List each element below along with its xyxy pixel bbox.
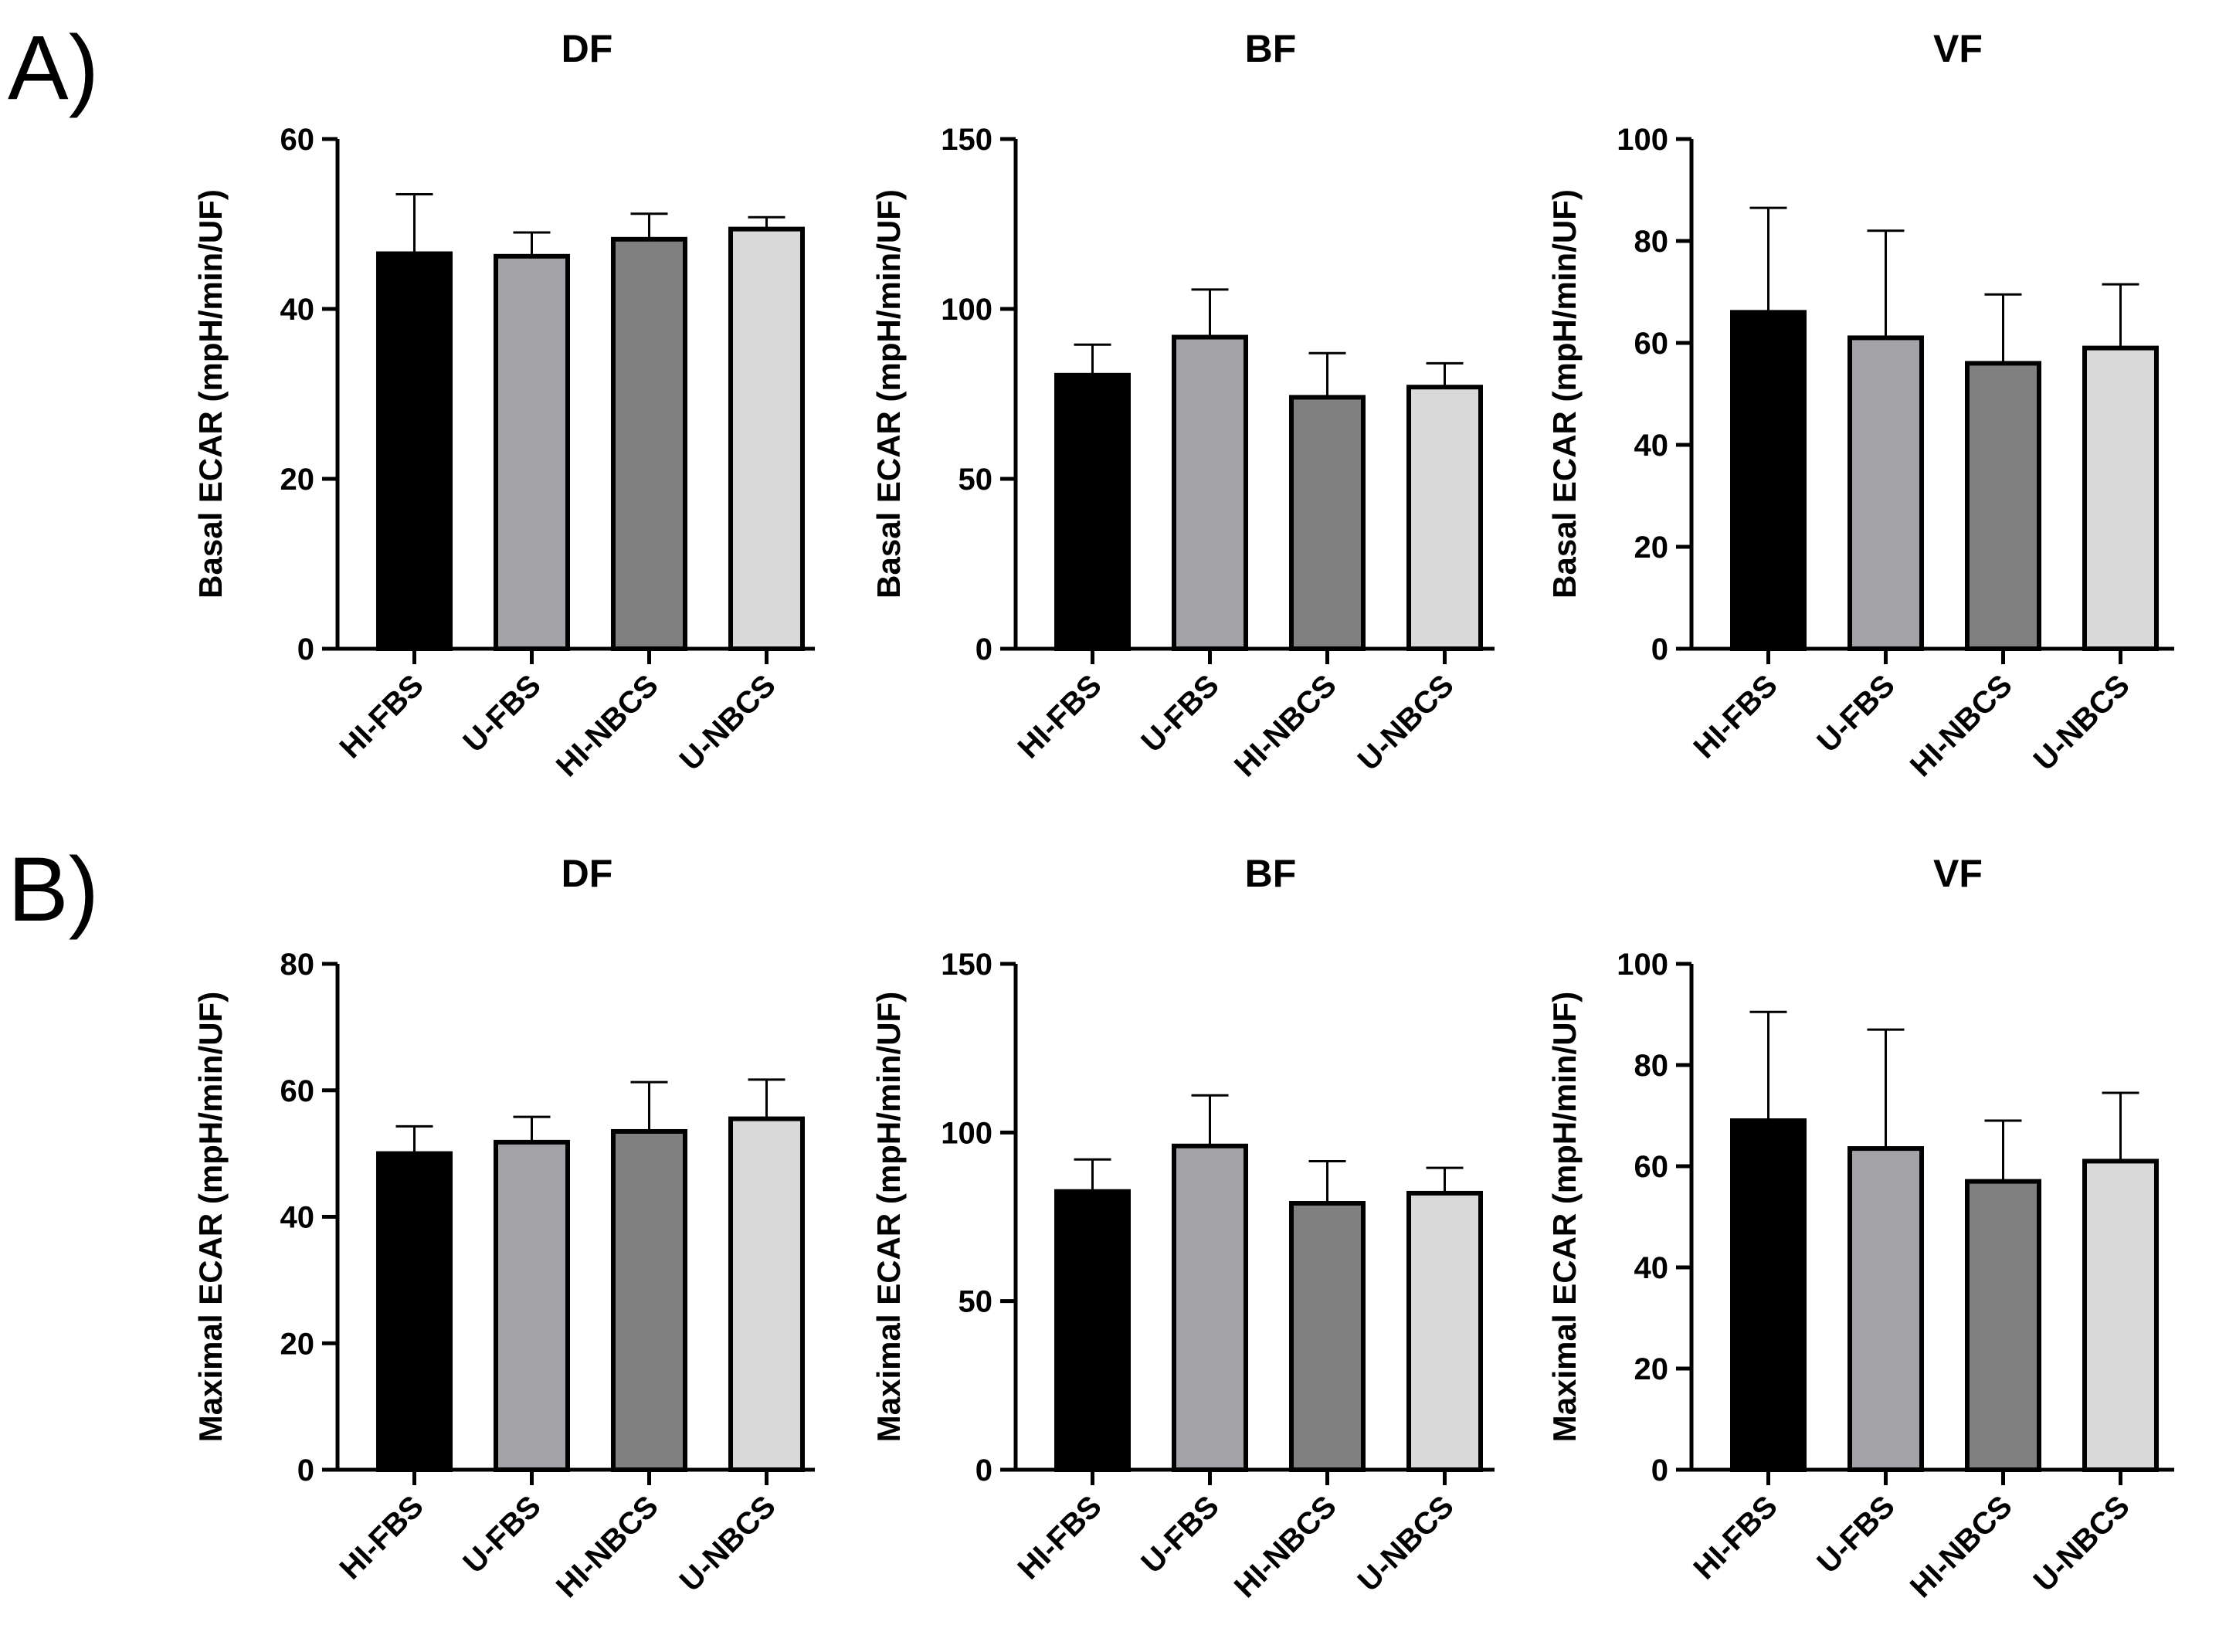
y-tick-label: 20 [280,463,315,497]
x-tick-label: U-NBCS [1352,1489,1461,1598]
y-tick-label: 80 [1634,225,1669,259]
chart-b-df: DF Maximal ECAR (mpH/min/UF) 0 20 40 60 80 HI-F… [192,852,815,1604]
chart-title: BF [1245,852,1297,895]
bar-hi-nbcs [611,236,687,651]
charts-container: DF Basal ECAR (mpH/min/UF) 0 20 40 60 HI-FBS U-… [192,27,2174,1604]
y-tick-label: 150 [941,948,992,982]
y-tick-label: 0 [975,633,992,667]
bar-u-nbcs [728,226,805,652]
y-tick-label: 60 [280,123,315,157]
y-tick-label: 40 [1634,1251,1669,1285]
y-tick-label: 0 [297,633,314,667]
bar-hi-nbcs [1965,1179,2041,1473]
y-axis-label: Maximal ECAR (mpH/min/UF) [192,992,229,1442]
bar-u-nbcs [728,1116,805,1472]
x-tick-label: HI-FBS [333,1489,429,1586]
x-tick-label: HI-NBCS [550,1489,665,1604]
y-tick-label: 50 [959,463,993,497]
y-axis-label: Maximal ECAR (mpH/min/UF) [870,992,907,1442]
y-axis-label: Basal ECAR (mpH/min/UF) [192,189,229,599]
chart-title: DF [562,852,613,895]
y-tick-label: 100 [941,1116,992,1150]
y-tick-label: 0 [297,1454,314,1487]
y-tick-label: 40 [1634,429,1669,463]
chart-a-vf: VF Basal ECAR (mpH/min/UF) 0 20 40 60 80 100 HI-… [1546,27,2174,783]
y-tick-label: 0 [975,1454,992,1487]
x-tick-label: U-FBS [1810,1489,1902,1580]
x-tick-label: HI-NBCS [1904,1489,2019,1604]
bar-u-fbs [1172,334,1248,651]
x-tick-label: U-NBCS [1352,668,1461,777]
y-tick-label: 100 [1617,123,1668,157]
x-tick-label: U-FBS [456,1489,548,1580]
y-tick-label: 50 [959,1285,993,1319]
y-tick-label: 20 [280,1327,315,1361]
bar-u-nbcs [2082,345,2159,651]
x-tick-label: HI-FBS [1687,668,1783,765]
y-tick-label: 60 [1634,327,1669,361]
y-tick-label: 20 [1634,531,1669,565]
x-tick-label: HI-FBS [1011,1489,1108,1586]
x-tick-label: HI-NBCS [550,668,665,783]
x-tick-label: HI-FBS [333,668,429,765]
chart-title: BF [1245,27,1297,70]
panel-label-b: B) [8,839,99,941]
bar-hi-fbs [376,1151,453,1472]
bar-hi-fbs [1054,372,1131,651]
chart-title: VF [1933,852,1983,895]
bar-u-fbs [1847,335,1924,651]
y-tick-label: 40 [280,293,315,327]
y-axis-label: Basal ECAR (mpH/min/UF) [1546,189,1583,599]
chart-b-bf: BF Maximal ECAR (mpH/min/UF) 0 50 100 150 HI-F… [870,852,1495,1604]
y-tick-label: 150 [941,123,992,157]
y-tick-label: 40 [280,1201,315,1235]
y-tick-label: 0 [1651,1454,1668,1487]
x-tick-label: U-FBS [1135,668,1226,759]
x-tick-label: U-NBCS [674,1489,782,1598]
bar-hi-nbcs [1965,361,2041,651]
bar-u-nbcs [2082,1158,2159,1472]
x-tick-label: HI-NBCS [1228,1489,1343,1604]
bar-hi-fbs [1054,1189,1131,1472]
x-tick-label: HI-FBS [1687,1489,1783,1586]
chart-a-bf: BF Basal ECAR (mpH/min/UF) 0 50 100 150 HI-FBS… [870,27,1495,783]
y-tick-label: 100 [1617,948,1668,982]
bar-u-fbs [494,253,570,651]
x-tick-label: HI-FBS [1011,668,1108,765]
x-tick-label: HI-NBCS [1228,668,1343,783]
y-axis-label: Basal ECAR (mpH/min/UF) [870,189,907,599]
y-tick-label: 20 [1634,1352,1669,1386]
x-tick-label: U-NBCS [2027,1489,2136,1598]
x-tick-label: U-FBS [1810,668,1902,759]
bar-u-fbs [494,1139,570,1472]
y-axis-label: Maximal ECAR (mpH/min/UF) [1546,992,1583,1442]
bar-u-fbs [1847,1146,1924,1472]
y-tick-label: 0 [1651,633,1668,667]
bar-hi-fbs [1730,310,1807,651]
chart-title: DF [562,27,613,70]
x-tick-label: HI-NBCS [1904,668,2019,783]
y-tick-label: 80 [280,948,315,982]
bar-u-nbcs [1406,1190,1483,1473]
bar-u-nbcs [1406,385,1483,651]
bar-hi-nbcs [1289,395,1366,652]
bar-hi-nbcs [611,1128,687,1472]
y-tick-label: 60 [280,1074,315,1108]
chart-a-df: DF Basal ECAR (mpH/min/UF) 0 20 40 60 HI-FBS U-… [192,27,815,783]
bar-hi-fbs [1730,1118,1807,1473]
y-tick-label: 60 [1634,1150,1669,1184]
x-tick-label: U-FBS [456,668,548,759]
bar-hi-fbs [376,251,453,651]
chart-b-vf: VF Maximal ECAR (mpH/min/UF) 0 20 40 60 80 100 H… [1546,852,2174,1604]
x-tick-label: U-NBCS [2027,668,2136,777]
y-tick-label: 80 [1634,1049,1669,1083]
chart-title: VF [1933,27,1983,70]
panel-label-a: A) [8,17,99,119]
y-tick-label: 100 [941,293,992,327]
x-tick-label: U-NBCS [674,668,782,777]
bar-hi-nbcs [1289,1201,1366,1472]
bar-u-fbs [1172,1143,1248,1473]
x-tick-label: U-FBS [1135,1489,1226,1580]
